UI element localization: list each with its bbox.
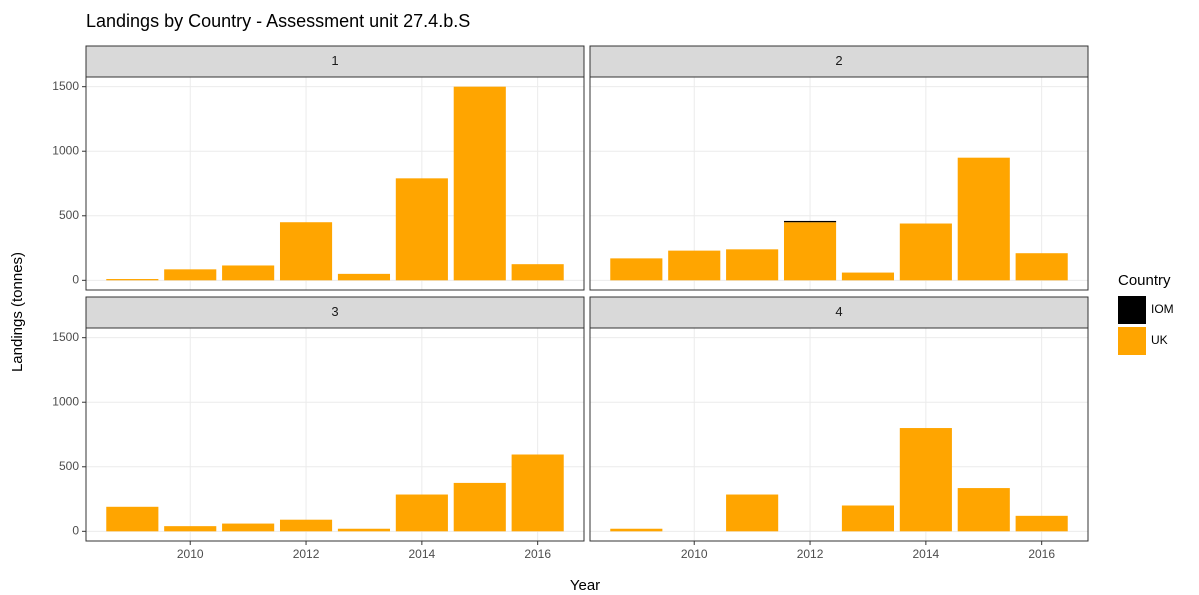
x-tick-label: 2016 [524,547,551,561]
bar [511,264,564,281]
bar [453,482,506,532]
legend-title: Country [1118,272,1171,289]
legend-label: IOM [1151,302,1174,316]
strip-label: 1 [331,53,338,68]
bar [164,269,217,281]
bar [164,526,217,532]
bar [841,272,895,281]
y-tick-label: 500 [59,459,79,473]
bar [337,528,391,532]
bar [668,250,721,281]
legend-label: UK [1151,333,1168,347]
x-tick-label: 2014 [913,547,940,561]
bar [222,523,275,532]
bar [1015,515,1068,532]
panel-border [85,327,585,542]
x-tick-label: 2010 [177,547,204,561]
panel-border [85,76,585,291]
legend-key [1118,296,1146,324]
y-tick-label: 500 [59,208,79,222]
bar [106,279,159,281]
y-tick-label: 1500 [52,330,79,344]
bar [395,178,448,281]
bar [610,258,663,281]
bar [783,220,837,223]
bar [395,494,448,532]
x-tick-label: 2012 [293,547,320,561]
bar [279,222,333,281]
strip [85,296,585,329]
bar [899,428,952,532]
x-tick-label: 2014 [409,547,436,561]
bar [899,223,952,281]
bar [1015,253,1068,281]
x-axis-label: Year [570,577,600,594]
strip-label: 3 [331,304,338,319]
bar [453,86,506,281]
strip [589,296,1089,329]
panel-border [589,327,1089,542]
chart-title: Landings by Country - Assessment unit 27… [86,11,470,31]
x-tick-label: 2012 [797,547,824,561]
bar [337,273,391,281]
bar [279,519,333,532]
panel [590,77,1088,290]
panel [86,77,584,290]
panel [590,328,1088,541]
bar [106,506,159,532]
strip-label: 4 [835,304,842,319]
y-tick-label: 1000 [52,394,79,408]
bar [610,528,663,532]
bar [726,494,779,532]
y-tick-label: 0 [72,272,79,286]
y-tick-label: 1500 [52,79,79,93]
strip-label: 2 [835,53,842,68]
legend-key [1118,327,1146,355]
bar [957,488,1010,532]
y-tick-label: 0 [72,523,79,537]
panel [86,328,584,541]
bar [511,454,564,532]
y-tick-label: 1000 [52,143,79,157]
x-tick-label: 2010 [681,547,708,561]
bar [222,265,275,281]
x-tick-label: 2016 [1028,547,1055,561]
bar [841,505,895,532]
y-axis-label: Landings (tonnes) [9,252,26,372]
bar [957,157,1010,281]
bar [726,249,779,281]
panel-border [589,76,1089,291]
bar [783,222,837,281]
strip [85,45,585,78]
